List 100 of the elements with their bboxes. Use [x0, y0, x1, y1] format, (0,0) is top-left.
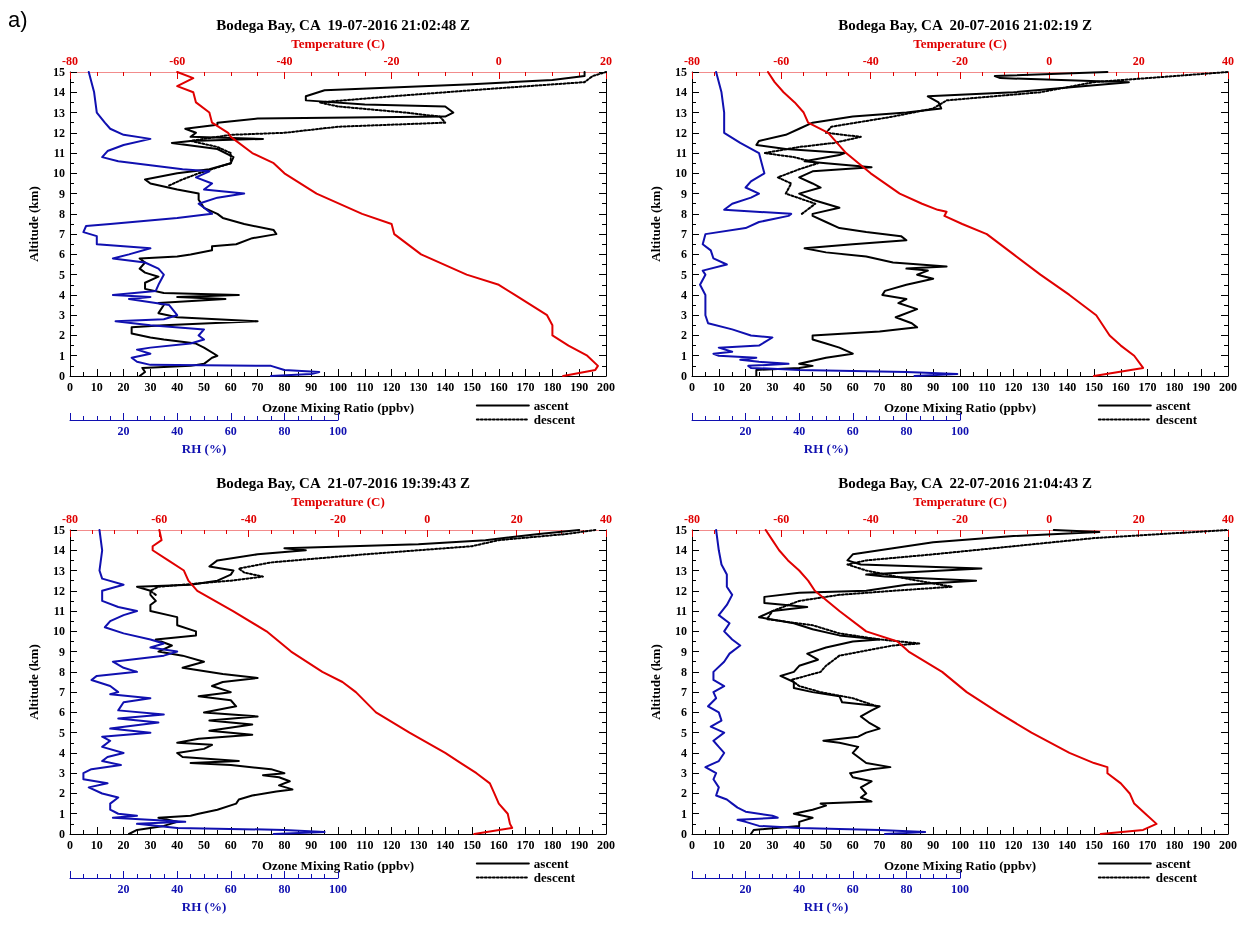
y-tick-label: 7 [681, 685, 687, 700]
y-tick-label: 10 [675, 166, 687, 181]
x-tick-label: 110 [356, 380, 374, 394]
x-tick-label: 20 [739, 838, 752, 852]
x-tick-label: 60 [224, 424, 237, 438]
x2-tick-label: -60 [151, 512, 168, 526]
x-axis-title: RH (%) [803, 898, 849, 914]
chart-title: Bodega Bay, CA 20-07-2016 21:02:19 Z [838, 16, 1092, 33]
x-tick-label: 160 [1111, 838, 1130, 852]
x-tick-label: 60 [846, 882, 859, 896]
x-tick-label: 160 [489, 838, 508, 852]
x-tick-label: 20 [117, 838, 130, 852]
x-tick-label: 20 [117, 882, 130, 896]
y-tick-label: 11 [675, 604, 687, 619]
x2-tick-label: -40 [240, 512, 257, 526]
y-tick-label: 3 [59, 308, 65, 323]
x-tick-label: 50 [820, 380, 832, 394]
x2-tick-label: 40 [600, 512, 612, 526]
x-tick-label: 170 [1138, 838, 1157, 852]
x-axis-title: Ozone Mixing Ratio (ppbv) [261, 400, 415, 415]
x2-tick-label: 40 [1222, 512, 1234, 526]
x-tick-label: 100 [951, 838, 969, 852]
y-tick-label: 9 [59, 186, 65, 201]
x-tick-label: 100 [951, 380, 969, 394]
x-tick-label: 20 [739, 882, 752, 896]
x-tick-label: 140 [436, 838, 455, 852]
x-tick-label: 120 [382, 380, 401, 394]
y-tick-label: 12 [53, 583, 65, 598]
x-tick-label: 160 [1111, 380, 1130, 394]
legend-label: ascent [1155, 856, 1192, 871]
x-tick-label: 20 [739, 424, 752, 438]
x2-tick-label: 20 [1132, 54, 1145, 68]
y-tick-label: 2 [681, 328, 687, 343]
x2-tick-label: 0 [1046, 54, 1053, 68]
y-tick-label: 10 [675, 624, 687, 639]
x-tick-label: 80 [900, 882, 913, 896]
legend-label: descent [1155, 870, 1198, 885]
x-tick-label: 60 [846, 838, 859, 852]
x2-tick-label: 0 [495, 54, 502, 68]
y-tick-label: 15 [675, 65, 687, 79]
y-axis-title: Altitude (km) [26, 644, 41, 720]
x-tick-label: 60 [846, 380, 859, 394]
y-tick-label: 2 [681, 786, 687, 801]
legend-label: ascent [533, 398, 570, 413]
x-tick-label: 130 [1031, 838, 1050, 852]
y-tick-label: 11 [53, 604, 65, 619]
y-tick-label: 14 [53, 85, 65, 100]
x-tick-label: 100 [951, 882, 969, 896]
x-tick-label: 150 [1085, 838, 1103, 852]
x2-tick-label: -40 [276, 54, 293, 68]
y-tick-label: 3 [59, 766, 65, 781]
y-tick-label: 13 [675, 563, 687, 578]
y-tick-label: 9 [681, 644, 687, 659]
y-tick-label: 11 [53, 146, 65, 161]
x-tick-label: 40 [171, 882, 184, 896]
y-tick-label: 5 [59, 267, 65, 282]
y-tick-label: 0 [681, 827, 687, 841]
y-tick-label: 4 [59, 287, 65, 302]
x-tick-label: 10 [90, 838, 103, 852]
y-tick-label: 7 [681, 227, 687, 242]
x2-tick-label: -60 [773, 54, 790, 68]
x-tick-label: 140 [436, 380, 455, 394]
y-tick-label: 1 [59, 806, 65, 821]
x-tick-label: 50 [198, 838, 210, 852]
x-tick-label: 90 [305, 838, 318, 852]
x-axis-title: Ozone Mixing Ratio (ppbv) [883, 400, 1037, 415]
y-tick-label: 10 [53, 624, 65, 639]
y-tick-label: 9 [681, 186, 687, 201]
x-tick-label: 60 [846, 424, 859, 438]
y-tick-label: 2 [59, 786, 65, 801]
y-tick-label: 0 [59, 369, 65, 383]
x-tick-label: 70 [873, 838, 886, 852]
y-tick-label: 14 [675, 543, 687, 558]
x-tick-label: 190 [570, 380, 589, 394]
x-tick-label: 100 [329, 838, 347, 852]
x-tick-label: 190 [1192, 380, 1211, 394]
x2-axis-title: Temperature (C) [913, 494, 1007, 509]
x-tick-label: 130 [409, 380, 428, 394]
y-tick-label: 8 [59, 664, 65, 679]
x-tick-label: 20 [117, 424, 130, 438]
y-tick-label: 9 [59, 644, 65, 659]
x-tick-label: 70 [873, 380, 886, 394]
x-tick-label: 200 [1219, 838, 1237, 852]
x-tick-label: 180 [543, 838, 562, 852]
y-tick-label: 11 [675, 146, 687, 161]
y-tick-label: 10 [53, 166, 65, 181]
x-tick-label: 10 [712, 380, 725, 394]
y-tick-label: 4 [681, 287, 687, 302]
y-tick-label: 1 [681, 348, 687, 363]
x-tick-label: 130 [409, 838, 428, 852]
y-tick-label: 5 [681, 267, 687, 282]
y-tick-label: 0 [59, 827, 65, 841]
x2-tick-label: -60 [169, 54, 186, 68]
x-tick-label: 200 [597, 380, 615, 394]
x2-axis-title: Temperature (C) [913, 36, 1007, 51]
y-tick-label: 13 [53, 105, 65, 120]
x-tick-label: 80 [900, 838, 913, 852]
x-tick-label: 100 [329, 882, 347, 896]
x-tick-label: 190 [570, 838, 589, 852]
x-tick-label: 40 [171, 424, 184, 438]
